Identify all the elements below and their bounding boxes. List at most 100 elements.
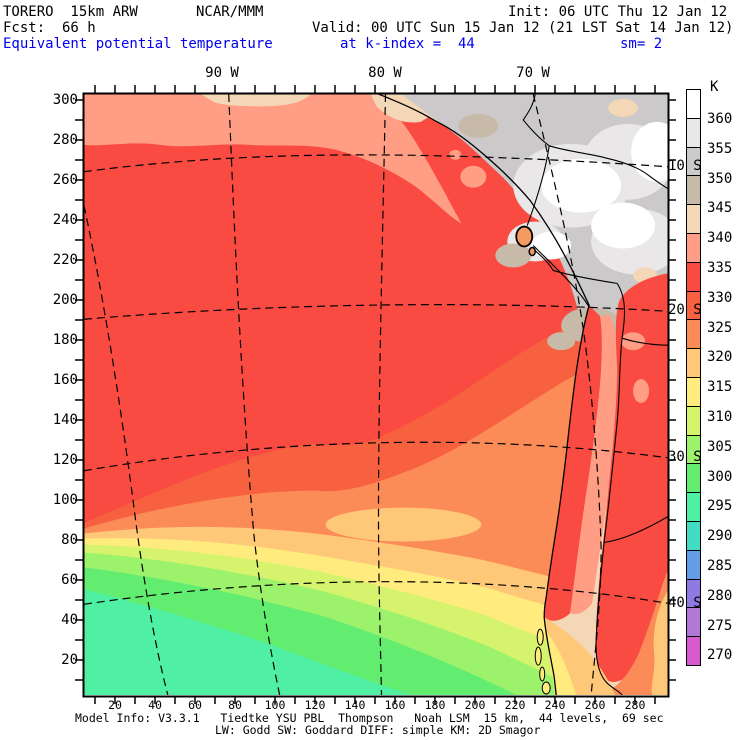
colorbar-cell (686, 549, 701, 580)
y-axis-label: 200 (52, 292, 78, 308)
y-axis-label: 280 (52, 132, 78, 148)
org-label: NCAR/MMM (196, 4, 264, 20)
colorbar (686, 89, 701, 666)
colorbar-unit: K (710, 79, 719, 95)
init-time: Init: 06 UTC Thu 12 Jan 12 (508, 4, 728, 20)
colorbar-label: 280 (707, 587, 733, 604)
y-axis-label: 120 (52, 452, 78, 468)
colorbar-cell (686, 607, 701, 638)
colorbar-cell (686, 89, 701, 119)
colorbar-label: 355 (707, 140, 733, 157)
y-axis-label: 40 (61, 612, 78, 628)
land-white-patch-gt360 (591, 202, 656, 249)
y-axis-label: 80 (61, 532, 78, 548)
x-axis-label: 220 (504, 698, 526, 712)
colorbar-label: 345 (707, 200, 733, 217)
colorbar-label: 275 (707, 617, 733, 634)
ocean-patch-315-320 (325, 507, 482, 542)
colorbar-cell (686, 261, 701, 292)
colorbar-cell (686, 492, 701, 522)
colorbar-cell (686, 204, 701, 234)
x-axis-label: 200 (464, 698, 486, 712)
land-salmon-spot (460, 165, 487, 188)
colorbar-cell (686, 232, 701, 263)
island (539, 666, 546, 682)
longitude-label: 80 W (368, 65, 402, 81)
colorbar-cell (686, 175, 701, 206)
lake-titicaca (515, 225, 534, 248)
colorbar-cell (686, 405, 701, 436)
x-axis-label: 100 (264, 698, 286, 712)
colorbar-cell (686, 319, 701, 350)
colorbar-label: 295 (707, 498, 733, 515)
latitude-label: 10 S (668, 158, 702, 174)
latitude-label: 20 S (668, 302, 702, 318)
colorbar-label: 310 (707, 409, 733, 425)
level-label: at k-index = 44 (340, 36, 475, 52)
colorbar-label: 350 (707, 170, 733, 187)
valid-time: Valid: 00 UTC Sun 15 Jan 12 (21 LST Sat … (312, 20, 734, 36)
x-axis-label: 160 (384, 698, 406, 712)
colorbar-label: 305 (707, 438, 733, 455)
land-peach-patch (608, 98, 639, 117)
longitude-label: 70 W (516, 65, 550, 81)
y-axis-label: 220 (52, 252, 78, 268)
colorbar-label: 285 (707, 558, 733, 574)
x-axis-label: 40 (148, 698, 162, 712)
y-axis-label: 160 (52, 372, 78, 388)
smoothing-label: sm= 2 (620, 36, 663, 52)
physics-line: LW: Godd SW: Goddard DIFF: simple KM: 2D… (215, 723, 541, 737)
y-axis-label: 300 (52, 92, 78, 108)
x-axis-label: 280 (624, 698, 646, 712)
x-axis-label: 80 (228, 698, 242, 712)
land-white-patch-gt360 (541, 158, 622, 213)
colorbar-label: 335 (707, 260, 733, 276)
model-info-line: Model Info: V3.3.1 Tiedtke YSU PBL Thomp… (75, 711, 664, 725)
lake-small (528, 246, 536, 257)
variable-title: Equivalent potential temperature (3, 36, 273, 52)
colorbar-cell (686, 520, 701, 551)
island (534, 646, 542, 666)
x-axis-label: 20 (108, 698, 122, 712)
x-axis-label: 140 (344, 698, 366, 712)
y-axis-label: 240 (52, 212, 78, 228)
x-axis-label: 60 (188, 698, 202, 712)
land-salmon-spot (633, 379, 650, 403)
land-salmon-spot (449, 149, 462, 160)
x-axis-label: 240 (544, 698, 566, 712)
y-axis-label: 260 (52, 172, 78, 188)
y-axis-label: 60 (61, 572, 78, 588)
x-axis-label: 120 (304, 698, 326, 712)
colorbar-cell (686, 376, 701, 407)
model-title: TORERO 15km ARW (3, 4, 138, 20)
colorbar-label: 300 (707, 468, 733, 485)
latitude-label: 40 S (668, 595, 702, 611)
x-axis-label: 260 (584, 698, 606, 712)
land-tan-patch (547, 332, 576, 351)
colorbar-label: 290 (707, 528, 733, 545)
colorbar-cell (686, 348, 701, 378)
colorbar-cell (686, 117, 701, 148)
latitude-label: 30 S (668, 449, 702, 465)
island (536, 628, 544, 646)
colorbar-label: 330 (707, 289, 733, 306)
y-axis-label: 140 (52, 412, 78, 428)
x-axis-label: 180 (424, 698, 446, 712)
y-axis-label: 100 (52, 492, 78, 508)
longitude-label: 90 W (205, 65, 239, 81)
theta-e-map (84, 94, 668, 695)
colorbar-label: 315 (707, 379, 733, 396)
land-tan-patch (458, 113, 499, 138)
island (541, 681, 551, 695)
y-axis-label: 20 (61, 652, 78, 668)
colorbar-cell (686, 463, 701, 494)
colorbar-cell (686, 636, 701, 666)
colorbar-label: 340 (707, 230, 733, 247)
colorbar-label: 270 (707, 647, 733, 664)
colorbar-label: 320 (707, 349, 733, 366)
forecast-hour: Fcst: 66 h (3, 20, 96, 36)
y-axis-label: 180 (52, 332, 78, 348)
colorbar-label: 360 (707, 111, 733, 127)
colorbar-label: 325 (707, 319, 733, 336)
